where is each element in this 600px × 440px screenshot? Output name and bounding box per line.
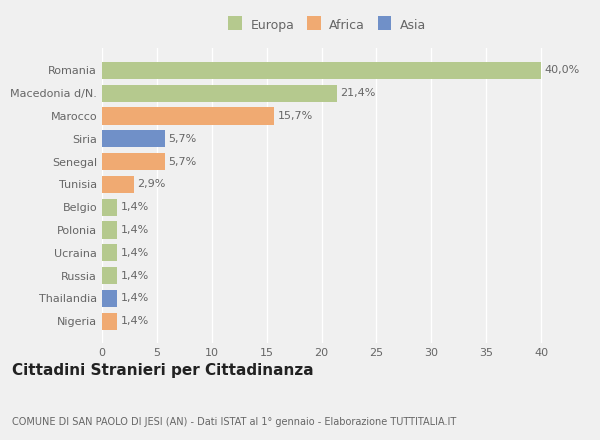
Text: 1,4%: 1,4% [121,316,149,326]
Bar [102,107,274,125]
Text: 5,7%: 5,7% [168,134,196,144]
Text: 2,9%: 2,9% [137,180,166,189]
Text: 21,4%: 21,4% [340,88,376,98]
Text: 1,4%: 1,4% [121,225,149,235]
Text: COMUNE DI SAN PAOLO DI JESI (AN) - Dati ISTAT al 1° gennaio - Elaborazione TUTTI: COMUNE DI SAN PAOLO DI JESI (AN) - Dati … [12,417,456,427]
Text: 15,7%: 15,7% [278,111,313,121]
Bar [102,198,118,216]
Bar [102,153,164,170]
Bar [102,267,118,284]
Bar [102,62,541,79]
Text: 1,4%: 1,4% [121,271,149,281]
Text: 1,4%: 1,4% [121,248,149,258]
Bar [102,290,118,307]
Bar [102,244,118,261]
Text: 5,7%: 5,7% [168,157,196,167]
Text: 1,4%: 1,4% [121,202,149,212]
Text: 40,0%: 40,0% [544,66,580,75]
Bar [102,313,118,330]
Bar [102,130,164,147]
Bar [102,176,134,193]
Bar [102,221,118,238]
Text: 1,4%: 1,4% [121,293,149,304]
Text: Cittadini Stranieri per Cittadinanza: Cittadini Stranieri per Cittadinanza [12,363,314,378]
Bar [102,84,337,102]
Legend: Europa, Africa, Asia: Europa, Africa, Asia [225,16,429,34]
